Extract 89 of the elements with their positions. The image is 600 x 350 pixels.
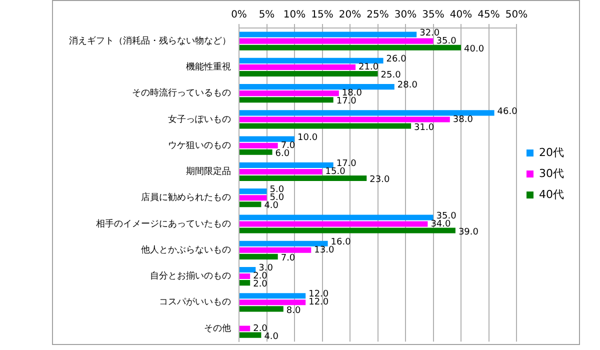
data-label: 13.0 [314,245,334,256]
legend-label: 40代 [539,188,564,201]
bar [240,221,428,227]
data-label: 10.0 [298,132,318,143]
data-label: 39.0 [458,227,479,238]
bar [240,162,334,168]
y-tick-label: 機能性重視 [186,62,231,73]
bar [240,64,356,70]
bar [240,195,267,201]
y-tick-label: その他 [204,322,231,334]
data-label: 4.0 [264,332,279,342]
data-label: 15.0 [325,167,346,178]
y-tick-label: 店員に勧められたもの [141,192,231,204]
x-tick-label: 35% [422,10,444,21]
data-label: 21.0 [358,62,379,73]
bar [240,44,462,50]
x-tick-label: 30% [394,10,417,21]
x-tick-label: 45% [478,10,500,21]
data-label: 23.0 [370,175,390,186]
bar [240,254,278,260]
y-tick-label: 消えギフト（消耗品・残らない物など） [69,35,231,46]
y-tick-label: 女子っぽいもの [168,114,231,125]
data-label: 26.0 [386,54,407,65]
bar [240,280,250,286]
bar [240,168,322,175]
bar [240,306,284,312]
legend-label: 20代 [539,146,564,159]
x-tick-label: 25% [366,10,389,21]
data-label: 12.0 [308,298,329,308]
bar [240,142,278,148]
bar [240,188,267,194]
data-label: 32.0 [420,28,440,38]
data-label: 6.0 [275,148,290,159]
y-tick-label: その時流行っているもの [132,88,231,99]
bar [240,175,367,182]
data-label: 35.0 [436,211,457,222]
data-label: 40.0 [464,44,484,54]
bar [240,58,384,64]
bar [240,116,450,122]
bar [240,273,250,280]
y-tick-label: ウケ狙いのもの [168,140,231,151]
bar [240,38,434,44]
bar [240,32,417,38]
bar [240,110,494,116]
x-tick-label: 5% [258,10,275,21]
data-label: 2.0 [253,280,268,290]
data-label: 25.0 [380,70,402,81]
x-tick-label: 50% [505,10,528,21]
y-tick-label: コスパがいいもの [159,298,231,308]
data-label: 35.0 [436,36,457,46]
data-label: 2.0 [253,324,268,334]
bar [240,240,328,246]
bar [240,202,262,208]
data-label: 8.0 [286,306,301,316]
data-label: 17.0 [336,96,357,107]
bar [240,84,394,90]
x-tick-label: 40% [450,10,472,21]
data-label: 16.0 [330,237,352,248]
bar [240,266,256,273]
data-label: 46.0 [497,106,518,117]
data-label: 4.0 [264,201,279,212]
x-tick-label: 15% [311,10,334,21]
y-tick-label: 自分とお揃いのもの [150,270,231,282]
legend-label: 30代 [539,166,564,180]
data-label: 7.0 [280,254,296,264]
data-label: 28.0 [397,80,418,91]
bar [240,228,456,234]
bar [240,70,378,77]
bar [240,90,339,96]
data-label: 7.0 [280,140,296,151]
x-tick-label: 10% [283,10,306,21]
bar [240,247,312,253]
bar [240,97,334,103]
x-tick-label: 20% [338,10,362,21]
bar [240,293,306,299]
bar [240,326,250,332]
bar [240,332,262,338]
bar [240,149,272,155]
y-tick-label: 他人とかぶらないもの [141,244,231,256]
bar [240,214,434,220]
bar [240,300,306,306]
bar [240,123,412,129]
bar [240,136,294,142]
x-tick-label: 0% [231,10,247,21]
y-tick-label: 期間限定品 [186,166,231,178]
data-label: 38.0 [452,114,474,125]
data-label: 34.0 [430,219,452,230]
data-label: 31.0 [414,122,434,133]
y-tick-label: 相手のイメージにあっていたもの [96,218,231,230]
